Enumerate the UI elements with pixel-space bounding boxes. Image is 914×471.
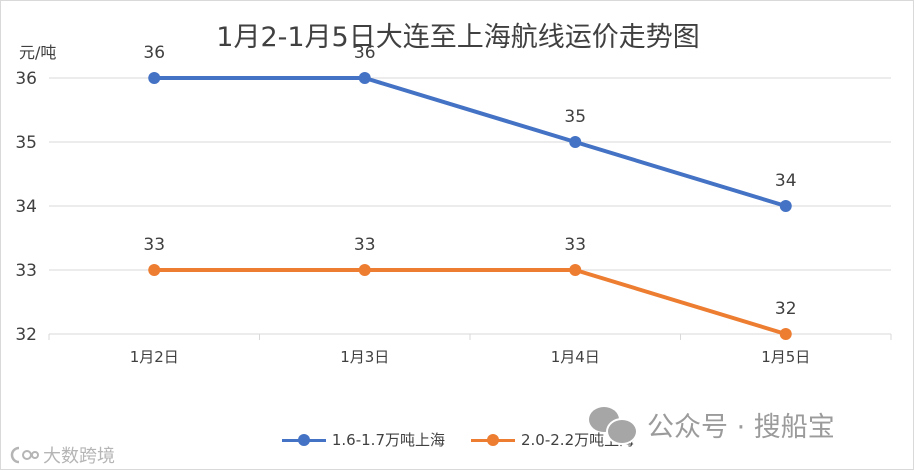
x-tick-label-4: 1月5日 bbox=[761, 348, 810, 366]
data-label-s2-3: 33 bbox=[564, 235, 586, 255]
y-axis-unit-label: 元/吨 bbox=[19, 43, 57, 62]
data-point-s2-1 bbox=[148, 264, 161, 276]
legend-item-series-2: 2.0-2.2万吨上海 bbox=[471, 429, 634, 450]
data-point-s2-2 bbox=[358, 264, 371, 276]
data-point-s2-4 bbox=[779, 328, 792, 340]
logo-icon bbox=[10, 446, 39, 464]
data-label-s2-4: 32 bbox=[775, 299, 797, 319]
x-tick-label-2: 1月3日 bbox=[340, 348, 389, 366]
wechat-watermark: 公众号 · 搜船宝 bbox=[589, 405, 835, 445]
y-tick-label-33: 33 bbox=[15, 261, 37, 281]
chart-title: 1月2-1月5日大连至上海航线运价走势图 bbox=[216, 22, 700, 53]
legend-item-series-1: 1.6-1.7万吨上海 bbox=[281, 429, 445, 450]
legend-swatch-series-1 bbox=[281, 433, 326, 447]
legend-label-series-1: 1.6-1.7万吨上海 bbox=[331, 431, 445, 449]
data-point-s1-2 bbox=[358, 72, 371, 84]
logo-watermark: 大数跨境 bbox=[9, 442, 115, 468]
data-label-s1-1: 36 bbox=[143, 43, 165, 63]
data-label-s1-2: 36 bbox=[354, 43, 376, 63]
data-point-s2-3 bbox=[569, 264, 582, 276]
data-label-s2-2: 33 bbox=[354, 235, 376, 255]
series-line-1 bbox=[152, 76, 788, 208]
data-label-s1-4: 34 bbox=[775, 171, 797, 191]
data-point-s1-1 bbox=[148, 72, 161, 84]
watermark-logo-text: 大数跨境 bbox=[43, 446, 115, 467]
y-tick-label-35: 35 bbox=[15, 133, 37, 153]
data-point-s1-3 bbox=[569, 136, 582, 148]
legend: 1.6-1.7万吨上海 2.0-2.2万吨上海 bbox=[1, 429, 914, 450]
y-tick-label-32: 32 bbox=[15, 325, 37, 345]
y-tick-label-34: 34 bbox=[15, 197, 37, 217]
legend-label-series-2: 2.0-2.2万吨上海 bbox=[521, 431, 635, 449]
data-label-s1-3: 35 bbox=[564, 107, 586, 127]
x-tick-label-1: 1月2日 bbox=[130, 348, 179, 366]
x-tick-label-3: 1月4日 bbox=[551, 348, 600, 366]
data-label-s2-1: 33 bbox=[143, 235, 165, 255]
series-line-2 bbox=[152, 268, 788, 336]
wechat-icon bbox=[589, 406, 638, 445]
legend-swatch-series-2 bbox=[471, 433, 515, 447]
y-tick-label-36: 36 bbox=[15, 69, 37, 89]
watermark-account-text: 公众号 · 搜船宝 bbox=[647, 412, 835, 443]
data-point-s1-4 bbox=[779, 200, 792, 212]
